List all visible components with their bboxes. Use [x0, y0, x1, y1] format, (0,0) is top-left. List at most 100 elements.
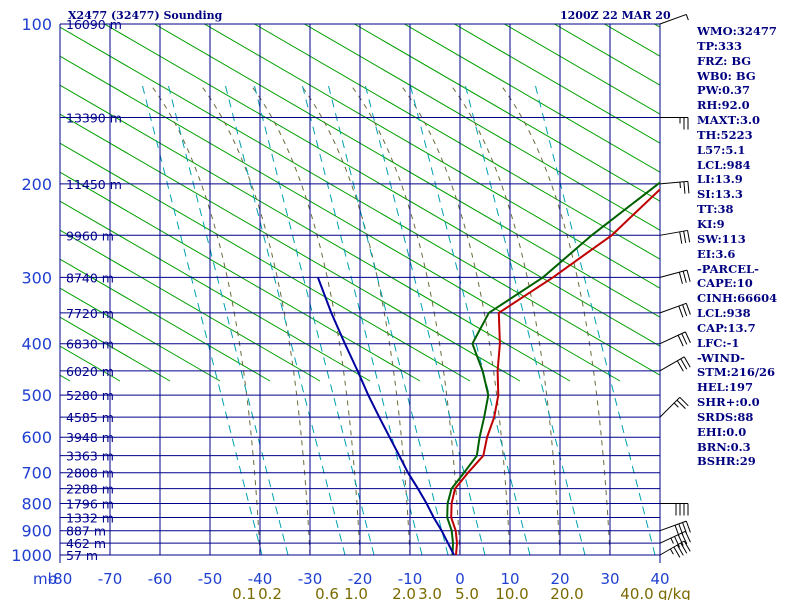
wind-barb-flag — [677, 534, 684, 546]
pressure-tick-label: 200 — [21, 175, 52, 194]
index-item: -WIND- — [697, 350, 745, 365]
wind-barb-flag — [677, 335, 684, 347]
wind-barb — [659, 269, 691, 284]
x-unit-label: mb — [33, 570, 57, 588]
wind-barb-flag — [683, 356, 691, 368]
wind-barb-half-flag — [685, 14, 689, 21]
wind-barb — [659, 180, 690, 194]
wind-barb-flag — [685, 520, 691, 533]
wind-barb-flag — [683, 181, 686, 194]
height-label: 4585 m — [66, 410, 114, 425]
wind-barb-flag — [684, 331, 691, 343]
wind-barb-flag — [686, 269, 691, 282]
wind-barb-flag — [673, 546, 681, 558]
moist-adiabat-line — [399, 83, 511, 555]
wind-barb — [659, 302, 691, 318]
mixing-ratio-line — [224, 83, 346, 555]
temperature-tick-label: -30 — [298, 570, 323, 588]
moist-adiabat-line — [499, 83, 611, 555]
mixing-ratio-label: 1.0 — [344, 585, 368, 600]
mixing-ratio-label: 0.2 — [258, 585, 282, 600]
pressure-tick-label: 400 — [21, 335, 52, 354]
wind-barb — [659, 530, 691, 548]
index-item: KI:9 — [697, 216, 725, 231]
dry-adiabat-line — [60, 55, 621, 382]
wind-barb — [659, 229, 691, 244]
dry-adiabat-line — [60, 316, 171, 382]
index-item: TT:38 — [697, 202, 734, 217]
height-label: 8740 m — [66, 270, 114, 285]
dry-adiabat-line — [60, 287, 221, 382]
temperature-tick-label: -60 — [148, 570, 173, 588]
moist-adiabat-line — [349, 83, 461, 555]
pressure-tick-label: 600 — [21, 428, 52, 447]
wind-barb-flag — [674, 536, 681, 548]
index-item: BSHR:29 — [697, 454, 756, 469]
wind-barb-flag — [679, 231, 683, 244]
index-item: WMO:32477 — [697, 24, 777, 38]
mixing-ratio-label: 0.6 — [315, 585, 339, 600]
index-item: HEL:197 — [697, 380, 753, 395]
pressure-tick-label: 700 — [21, 464, 52, 483]
wind-barb-flag — [684, 531, 691, 543]
wind-barb-staff — [659, 229, 688, 236]
mixing-ratio-line — [301, 83, 423, 555]
dry-adiabat-line — [60, 113, 521, 382]
profile-lines — [316, 181, 660, 555]
mixing-ratio-unit: g/kg — [658, 585, 691, 600]
isotherms — [60, 24, 660, 555]
wind-barb-staff — [659, 540, 685, 556]
temperature-tick-labels: -80 -70 -60 -50 -40 -30 -20 -10 0 10 20 30 40 — [48, 570, 670, 588]
index-item: LCL:984 — [697, 157, 751, 172]
mixing-ratio-label: 40.0 — [620, 585, 653, 600]
index-item: TH:5223 — [697, 127, 753, 142]
wind-barb-staff — [659, 269, 688, 278]
mixing-ratio-label: 20.0 — [550, 585, 583, 600]
wind-barb-flag — [680, 358, 688, 370]
temperature-tick-label: 20 — [550, 570, 569, 588]
wind-barb-staff — [659, 396, 681, 418]
wind-barb — [659, 13, 689, 25]
dry-adiabats — [60, 24, 660, 382]
wind-barb-flag — [681, 532, 688, 545]
height-label: 57 m — [66, 548, 98, 563]
dry-adiabat-line — [403, 24, 660, 173]
temperature-tick-label: -80 — [48, 570, 73, 588]
wind-barb — [659, 540, 691, 558]
wind-barb — [659, 331, 691, 347]
dry-adiabat-line — [303, 24, 660, 231]
mixing-ratio-lines — [141, 83, 656, 555]
pressure-tick-label: 1000 — [11, 546, 52, 565]
temperature-tick-label: 30 — [600, 570, 619, 588]
height-label: 13390 m — [66, 111, 122, 126]
index-item: CAPE:10 — [697, 276, 753, 291]
wind-barb-staff — [659, 331, 686, 345]
height-label: 6830 m — [66, 337, 114, 352]
mixing-ratio-line — [167, 83, 289, 555]
temperature-tick-label: 0 — [455, 570, 465, 588]
height-label: 7720 m — [66, 306, 114, 321]
dry-adiabat-line — [103, 24, 660, 347]
height-label: 3363 m — [66, 449, 114, 464]
temperature-tick-label: -50 — [198, 570, 223, 588]
wind-barb-staff — [659, 302, 687, 314]
dry-adiabat-line — [60, 200, 371, 382]
wind-barb-staff — [659, 530, 686, 544]
height-label: 16090 m — [66, 17, 122, 32]
wind-barb — [659, 396, 689, 418]
dry-adiabat-line — [203, 24, 660, 289]
station-title: X2477 (32477) Sounding — [68, 9, 223, 22]
moist-adiabat-line — [449, 83, 561, 555]
temperature-tick-label: -40 — [248, 570, 273, 588]
wind-barb-half-flag — [669, 548, 674, 555]
index-item: EI:3.6 — [697, 246, 736, 261]
wind-barb-flag — [679, 396, 689, 407]
parcel-path-line — [316, 277, 455, 555]
index-item: MAXT:3.0 — [697, 113, 760, 128]
dry-adiabat-line — [153, 24, 660, 318]
mixing-ratio-label: 10.0 — [495, 585, 528, 600]
mixing-ratio-line — [464, 83, 586, 555]
wind-barb-staff — [659, 520, 687, 532]
mixing-ratio-line — [141, 83, 263, 555]
